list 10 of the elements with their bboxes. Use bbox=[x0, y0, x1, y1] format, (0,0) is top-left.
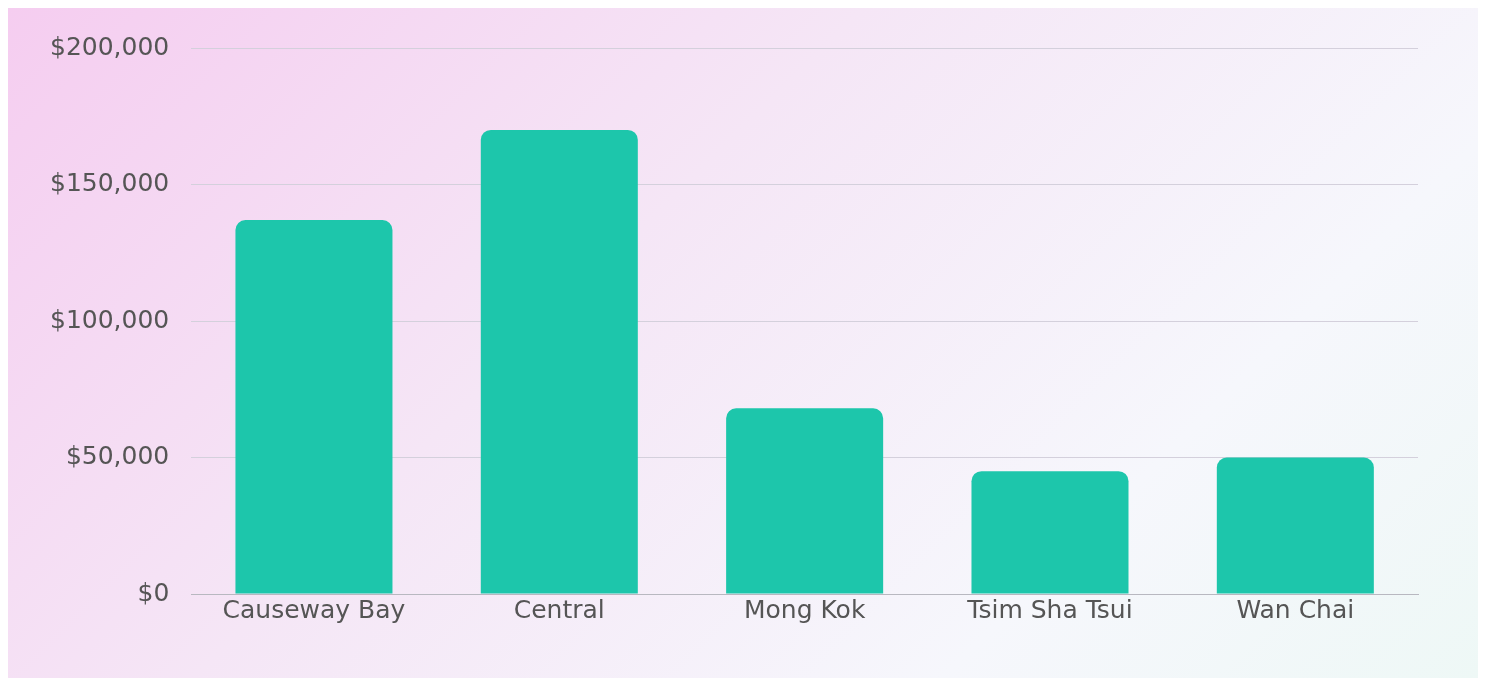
x-tick-label: Wan Chai bbox=[1236, 594, 1355, 624]
x-tick-label: Causeway Bay bbox=[222, 594, 406, 624]
x-tick-label: Tsim Sha Tsui bbox=[966, 594, 1133, 624]
x-tick-label: Mong Kok bbox=[743, 594, 866, 624]
x-tick-label: Central bbox=[513, 594, 605, 624]
y-tick-label: $50,000 bbox=[65, 441, 170, 470]
y-tick-label: $200,000 bbox=[49, 31, 170, 61]
y-tick-label: $0 bbox=[137, 577, 170, 607]
y-tick-label: $100,000 bbox=[49, 304, 170, 334]
y-tick-label: $150,000 bbox=[49, 168, 170, 197]
